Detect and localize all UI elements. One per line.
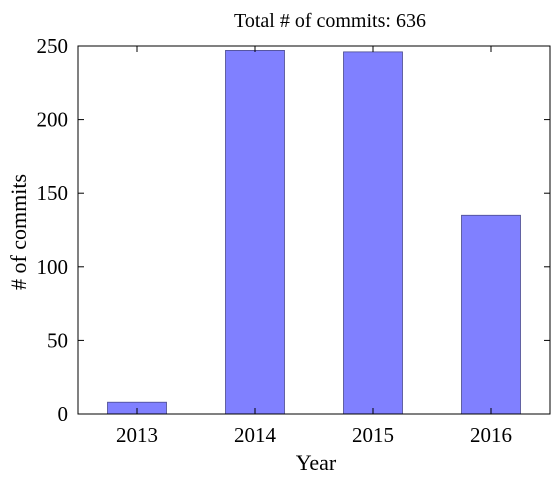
y-tick-label-200: 200	[37, 108, 69, 132]
y-tick-label-0: 0	[58, 402, 69, 426]
x-axis-ticks: 2013 2014 2015 2016	[116, 46, 512, 447]
bar-2014	[225, 50, 285, 415]
chart-title: Total # of commits: 636	[234, 10, 426, 32]
bars-group	[107, 50, 521, 415]
x-tick-label-2014: 2014	[234, 423, 277, 447]
x-tick-label-2015: 2015	[352, 423, 394, 447]
x-tick-label-2016: 2016	[470, 423, 512, 447]
y-axis-label: # of commits	[6, 174, 31, 290]
y-tick-label-150: 150	[37, 181, 69, 205]
x-tick-label-2013: 2013	[116, 423, 158, 447]
y-tick-label-100: 100	[37, 255, 69, 279]
y-tick-label-250: 250	[37, 34, 69, 58]
bar-2015	[343, 51, 403, 415]
x-axis-label: Year	[296, 450, 337, 475]
bar-2016	[461, 214, 521, 415]
y-tick-label-50: 50	[47, 328, 68, 352]
plot-frame	[77, 45, 551, 415]
